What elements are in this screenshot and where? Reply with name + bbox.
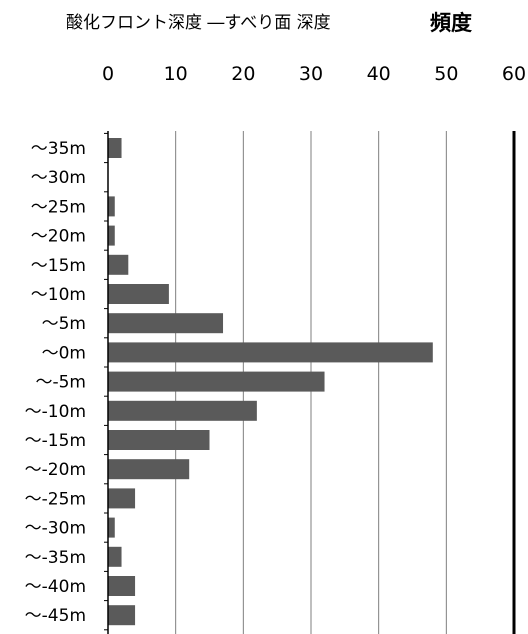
bars [108,138,433,626]
y-tick-4: 〜15m [31,256,86,276]
bar-12 [108,488,136,509]
y-tick-9: 〜-10m [25,402,86,422]
bar-3 [108,225,115,246]
y-tick-2: 〜25m [31,197,86,217]
bar-0 [108,138,122,158]
chart-title: 酸化フロント深度 ―すべり面 深度 [66,13,331,33]
y-tick-1: 〜30m [31,168,86,188]
x-tick-20: 20 [231,63,255,85]
bar-9 [108,400,257,421]
bar-7 [108,342,433,363]
y-tick-3: 〜20m [31,227,86,247]
y-tick-6: 〜5m [42,314,86,334]
bar-5 [108,284,169,304]
y-tick-labels: 〜35m 〜30m 〜25m 〜20m 〜15m 〜10m 〜5m 〜0m 〜-5m 〜-10m 〜… [25,139,86,626]
x-tick-40: 40 [367,63,391,85]
y-tick-15: 〜-40m [25,577,86,597]
bar-11 [108,459,190,480]
y-tick-12: 〜-25m [25,489,86,509]
bar-10 [108,430,210,450]
x-tick-0: 0 [102,63,114,85]
axes [104,131,516,634]
x-tick-10: 10 [164,63,188,85]
x-tick-30: 30 [299,63,323,85]
x-axis-label: 頻度 [430,11,472,35]
y-tick-7: 〜0m [42,343,86,363]
bar-4 [108,254,129,275]
bar-15 [108,576,136,596]
x-tick-labels: 0 10 20 30 40 50 60 [102,63,526,85]
bar-13 [108,517,115,538]
x-tick-60: 60 [502,63,526,85]
y-tick-14: 〜-35m [25,548,86,568]
y-tick-0: 〜35m [31,139,86,159]
x-tick-50: 50 [434,63,458,85]
y-tick-16: 〜-45m [25,606,86,626]
y-tick-10: 〜-15m [25,431,86,451]
y-tick-11: 〜-20m [25,460,86,480]
bar-6 [108,313,224,334]
y-tick-5: 〜10m [31,285,86,305]
bar-14 [108,546,122,567]
bar-8 [108,371,325,392]
bar-16 [108,605,136,626]
y-tick-8: 〜-5m [35,373,86,393]
y-tick-13: 〜-30m [25,519,86,539]
bar-2 [108,196,115,217]
